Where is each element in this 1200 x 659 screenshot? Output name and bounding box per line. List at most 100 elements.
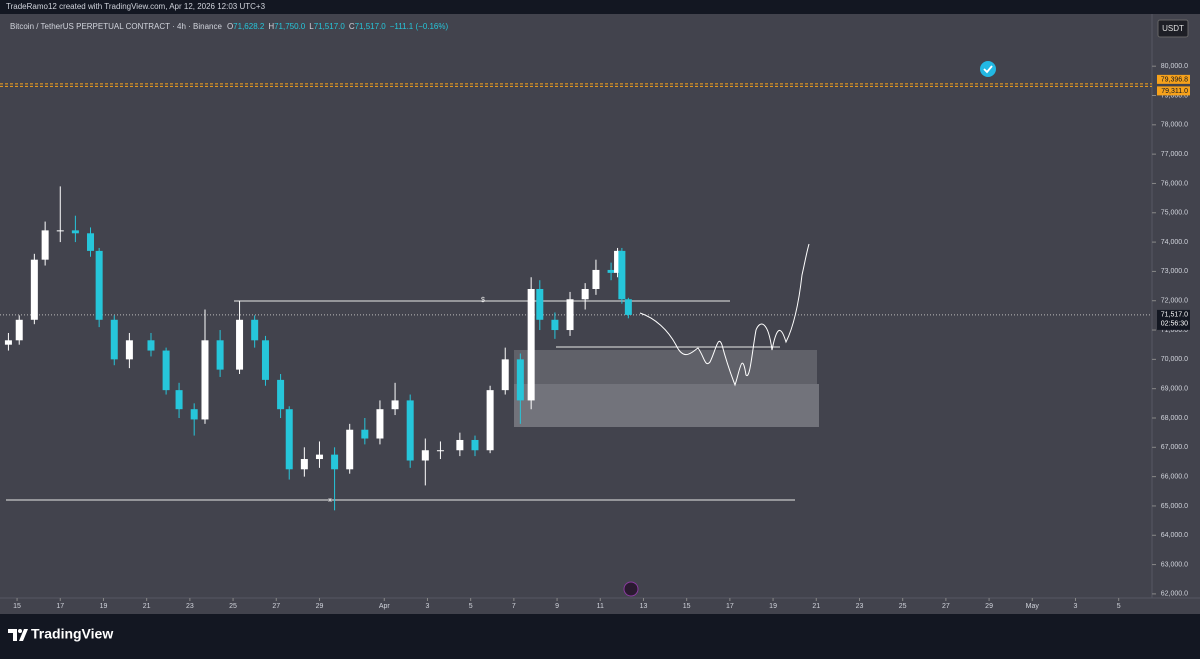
- y-tick-label: 63,000.0: [1161, 561, 1188, 568]
- level-mark: x: [328, 497, 332, 504]
- y-tick-label: 64,000.0: [1161, 532, 1188, 539]
- candle-body: [516, 359, 524, 401]
- x-tick-label: 7: [512, 603, 516, 610]
- logo-dot: [18, 629, 22, 633]
- candle-body: [501, 359, 509, 391]
- last-price-label: 71,517.0: [1161, 312, 1188, 319]
- y-tick-label: 74,000.0: [1161, 239, 1188, 246]
- event-icon[interactable]: [623, 581, 639, 597]
- x-tick-label: 15: [13, 603, 21, 610]
- candle-body: [592, 269, 600, 289]
- candle-body: [261, 340, 269, 380]
- candle-body: [614, 250, 622, 273]
- candle-body: [391, 400, 399, 410]
- x-tick-label: 3: [1074, 603, 1078, 610]
- candle-body: [4, 340, 12, 345]
- candle-body: [361, 429, 369, 439]
- y-tick-label: 76,000.0: [1161, 180, 1188, 187]
- level-mark: $: [481, 297, 485, 304]
- projection-path: [639, 243, 810, 387]
- candle-body: [201, 340, 209, 420]
- candle-body: [436, 450, 444, 452]
- x-tick-label: 27: [272, 603, 280, 610]
- candle-body: [607, 269, 615, 273]
- y-tick-label: 78,000.0: [1161, 122, 1188, 129]
- y-tick-label: 67,000.0: [1161, 444, 1188, 451]
- y-tick-label: 71,000.0: [1161, 327, 1188, 334]
- y-tick-label: 70,000.0: [1161, 356, 1188, 363]
- ohlc-key: H: [268, 22, 274, 31]
- candle-body: [277, 379, 285, 410]
- candle-body: [56, 230, 64, 232]
- y-tick-label: 73,000.0: [1161, 268, 1188, 275]
- candle-body: [15, 319, 23, 341]
- candle-body: [95, 250, 103, 320]
- price-label: 79,311.0: [1161, 88, 1188, 95]
- candles: [4, 186, 632, 511]
- y-tick-label: 68,000.0: [1161, 415, 1188, 422]
- alert-icon[interactable]: [980, 61, 996, 77]
- change: −111.1 (−0.16%): [390, 22, 449, 31]
- x-tick-label: 9: [555, 603, 559, 610]
- candle-body: [190, 409, 198, 420]
- currency: USDT: [1162, 24, 1184, 33]
- candle-body: [618, 250, 626, 300]
- x-tick-label: 29: [985, 603, 993, 610]
- plot-area: [0, 14, 1152, 598]
- x-tick-label: 3: [426, 603, 430, 610]
- ohlc-value: 71,750.0: [274, 22, 306, 31]
- x-tick-label: 23: [186, 603, 194, 610]
- candle-body: [236, 319, 244, 370]
- last-price-box: [1157, 309, 1190, 330]
- y-tick-label: 75,000.0: [1161, 210, 1188, 217]
- x-tick-label: 19: [100, 603, 108, 610]
- candle-body: [315, 454, 323, 460]
- y-tick-label: 62,000.0: [1161, 591, 1188, 598]
- ohlc-key: C: [349, 22, 355, 31]
- candle-body: [300, 459, 308, 470]
- x-tick-label: 23: [856, 603, 864, 610]
- price-label-box: [1157, 86, 1190, 96]
- y-tick-label: 77,000.0: [1161, 151, 1188, 158]
- logo-mark: [8, 629, 28, 641]
- candle-body: [346, 429, 354, 470]
- ohlc-key: O: [227, 22, 233, 31]
- symbol: Bitcoin / TetherUS PERPETUAL CONTRACT · …: [10, 22, 222, 31]
- symbol-row: Bitcoin / TetherUS PERPETUAL CONTRACT · …: [10, 22, 448, 31]
- price-label-box: [1157, 74, 1190, 84]
- x-tick-label: 27: [942, 603, 950, 610]
- x-tick-label: 5: [1117, 603, 1121, 610]
- candle-body: [624, 299, 632, 315]
- x-tick-label: 17: [56, 603, 64, 610]
- candle-body: [30, 259, 38, 320]
- candle-body: [175, 390, 183, 410]
- ohlc-value: 71,517.0: [314, 22, 346, 31]
- brand: TradingView: [31, 626, 113, 642]
- time-axis: [0, 598, 1200, 614]
- candle-body: [406, 400, 414, 461]
- candle-body: [471, 439, 479, 451]
- candle-body: [456, 439, 464, 451]
- x-tick-label: 25: [229, 603, 237, 610]
- x-tick-label: 15: [683, 603, 691, 610]
- candle-body: [147, 340, 155, 351]
- currency-button[interactable]: [1157, 19, 1189, 38]
- credit: TradeRamo12 created with TradingView.com…: [6, 2, 266, 11]
- candle-body: [71, 230, 79, 234]
- y-tick-label: 66,000.0: [1161, 473, 1188, 480]
- price-axis: [1152, 14, 1200, 598]
- x-tick-label: 25: [899, 603, 907, 610]
- candle-body: [527, 288, 535, 401]
- candle-body: [125, 340, 133, 360]
- candle-body: [87, 233, 95, 251]
- candle-body: [551, 319, 559, 331]
- candle-body: [536, 288, 544, 320]
- zone: [514, 384, 819, 427]
- candle-body: [285, 409, 293, 470]
- grid: [0, 65, 1156, 601]
- x-tick-label: 29: [316, 603, 324, 610]
- x-tick-label: 19: [769, 603, 777, 610]
- y-tick-label: 65,000.0: [1161, 503, 1188, 510]
